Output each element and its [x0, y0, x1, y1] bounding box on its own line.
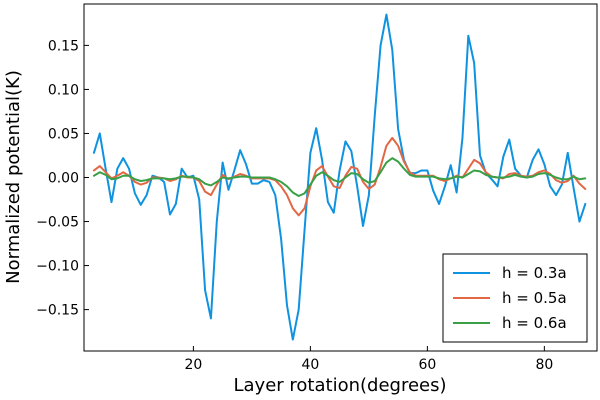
- y-tick-label: −0.05: [36, 215, 79, 231]
- x-tick-label: 60: [418, 357, 436, 373]
- x-tick-label: 40: [301, 357, 319, 373]
- x-tick-label: 20: [184, 357, 202, 373]
- y-tick-label: 0.15: [48, 38, 79, 54]
- legend: h = 0.3a h = 0.5a h = 0.6a: [442, 253, 588, 343]
- y-tick-label: 0.05: [48, 126, 79, 142]
- y-tick-label: 0.00: [48, 171, 79, 187]
- y-axis-label: Normalized potential(K): [3, 70, 24, 284]
- y-tick-label: −0.10: [36, 259, 79, 275]
- legend-label-3: h = 0.6a: [502, 314, 567, 332]
- x-tick-label: 80: [535, 357, 553, 373]
- series-line-3: [92, 157, 587, 197]
- x-axis-label: Layer rotation(degrees): [234, 375, 447, 396]
- y-tick-label: 0.10: [48, 82, 79, 98]
- series-line-1: [92, 13, 587, 341]
- legend-label-1: h = 0.3a: [502, 264, 567, 282]
- series-lines: [92, 13, 587, 341]
- axis-ticks: 20 40 60 80 −0.15 −0.10 −0.05 0.00 0.05 0.10 0.15: [36, 38, 553, 373]
- y-tick-label: −0.15: [36, 303, 79, 319]
- legend-label-2: h = 0.5a: [502, 289, 567, 307]
